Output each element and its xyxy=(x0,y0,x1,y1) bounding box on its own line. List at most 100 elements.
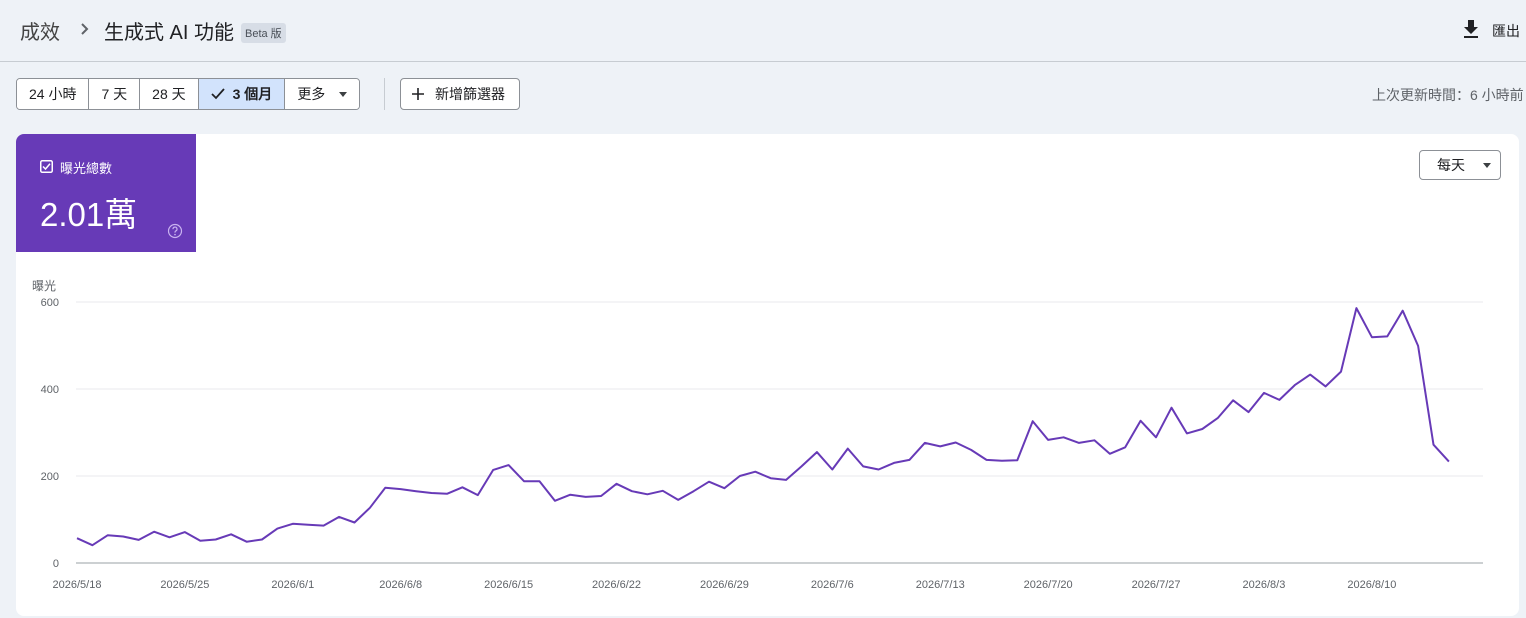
data-point xyxy=(1417,345,1419,347)
data-point xyxy=(847,448,849,450)
data-point xyxy=(1325,385,1327,387)
data-point xyxy=(107,534,109,536)
y-tick-label: 200 xyxy=(41,471,59,483)
data-point xyxy=(384,487,386,489)
range-more-dropdown[interactable]: 更多 xyxy=(285,79,360,109)
data-point xyxy=(924,442,926,444)
data-point xyxy=(831,468,833,470)
data-point xyxy=(184,531,186,533)
range-7d-button[interactable]: 7 天 xyxy=(89,79,141,109)
data-point xyxy=(1278,399,1280,401)
x-tick-label: 2026/7/6 xyxy=(811,579,854,591)
y-axis-label: 曝光 xyxy=(32,279,56,293)
data-point xyxy=(754,471,756,473)
data-point xyxy=(862,465,864,467)
data-point xyxy=(631,490,633,492)
range-28d-button[interactable]: 28 天 xyxy=(140,79,199,109)
x-tick-label: 2026/6/29 xyxy=(700,579,749,591)
data-point xyxy=(1217,417,1219,419)
data-point xyxy=(662,490,664,492)
series-line-impressions xyxy=(76,307,1450,547)
x-tick-label: 2026/7/20 xyxy=(1024,579,1073,591)
export-button[interactable]: 匯出 xyxy=(1492,23,1520,39)
chart-card: 曝光總數 2.01萬 每天 曝光 0 200 400 600 2026/5/18 2026/… xyxy=(16,134,1519,616)
data-point xyxy=(1109,453,1111,455)
data-point xyxy=(1032,420,1034,422)
data-point xyxy=(1001,460,1003,462)
breadcrumb-root[interactable]: 成效 xyxy=(20,22,60,44)
range-24h-button[interactable]: 24 小時 xyxy=(17,79,90,109)
data-point xyxy=(138,539,140,541)
data-point xyxy=(1355,307,1357,309)
data-point xyxy=(893,462,895,464)
data-point xyxy=(693,490,695,492)
data-point xyxy=(1140,420,1142,422)
check-icon xyxy=(210,88,225,100)
data-point xyxy=(569,494,571,496)
x-tick-label: 2026/7/13 xyxy=(916,579,965,591)
data-point xyxy=(292,523,294,525)
data-point xyxy=(554,500,556,502)
data-point xyxy=(1402,310,1404,312)
data-point xyxy=(1063,436,1065,438)
x-tick-label: 2026/7/27 xyxy=(1132,579,1181,591)
data-point xyxy=(878,468,880,470)
data-point xyxy=(415,490,417,492)
page-header: 成效 生成式 AI 功能 Beta 版 匯出 xyxy=(0,0,1526,62)
add-filter-button[interactable]: 新增篩選器 xyxy=(400,78,520,110)
range-3m-button[interactable]: 3 個月 xyxy=(198,79,286,109)
data-point xyxy=(908,459,910,461)
metric-tile-impressions[interactable]: 曝光總數 2.01萬 xyxy=(16,134,196,252)
metric-label: 曝光總數 xyxy=(60,161,113,176)
data-point xyxy=(1386,335,1388,337)
x-tick-label: 2026/5/18 xyxy=(53,579,102,591)
y-tick-label: 0 xyxy=(53,558,59,570)
data-point xyxy=(677,499,679,501)
data-point xyxy=(230,533,232,535)
data-point xyxy=(338,516,340,518)
data-point xyxy=(1248,411,1250,413)
checkbox-checked-icon xyxy=(40,160,53,173)
data-point xyxy=(1263,392,1265,394)
data-point xyxy=(477,494,479,496)
page-title: 生成式 AI 功能 xyxy=(104,22,235,44)
data-point xyxy=(1124,446,1126,448)
data-point xyxy=(1186,432,1188,434)
data-point xyxy=(1201,428,1203,430)
x-tick-label: 2026/6/15 xyxy=(484,579,533,591)
impressions-line-chart: 曝光 0 200 400 600 2026/5/18 2026/5/25 2026/6/1 20… xyxy=(32,279,1483,591)
data-point xyxy=(538,480,540,482)
data-point xyxy=(307,524,309,526)
x-tick-label: 2026/8/10 xyxy=(1347,579,1396,591)
help-icon[interactable] xyxy=(167,223,183,239)
date-range-selector: 24 小時 7 天 28 天 3 個月 更多 xyxy=(16,78,361,110)
data-point xyxy=(785,479,787,481)
data-point xyxy=(708,481,710,483)
data-point xyxy=(261,539,263,541)
data-point xyxy=(723,487,725,489)
data-point xyxy=(1448,461,1450,463)
chevron-right-icon xyxy=(81,23,89,35)
data-point xyxy=(1047,439,1049,441)
data-point xyxy=(1016,459,1018,461)
data-point xyxy=(955,442,957,444)
data-point xyxy=(985,459,987,461)
data-point xyxy=(353,522,355,524)
data-point xyxy=(168,536,170,538)
toolbar-divider xyxy=(384,78,385,110)
caret-down-icon xyxy=(1483,162,1491,168)
data-point xyxy=(1309,374,1311,376)
x-tick-label: 2026/6/8 xyxy=(379,579,422,591)
download-icon[interactable] xyxy=(1462,19,1480,39)
data-point xyxy=(1433,444,1435,446)
data-point xyxy=(970,449,972,451)
data-point xyxy=(523,480,525,482)
data-point xyxy=(76,537,78,539)
data-point xyxy=(508,464,510,466)
data-point xyxy=(939,445,941,447)
data-point xyxy=(215,539,217,541)
data-point xyxy=(446,493,448,495)
data-point xyxy=(122,535,124,537)
granularity-dropdown[interactable]: 每天 xyxy=(1419,150,1501,180)
data-point xyxy=(461,486,463,488)
